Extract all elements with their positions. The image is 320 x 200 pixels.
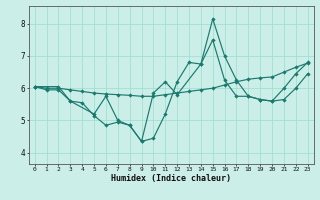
X-axis label: Humidex (Indice chaleur): Humidex (Indice chaleur) xyxy=(111,174,231,183)
